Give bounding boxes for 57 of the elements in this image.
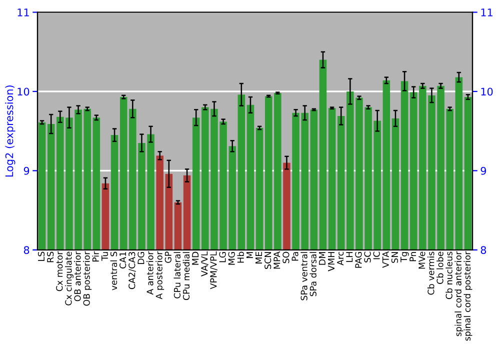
x-tick-label: CPu lateral xyxy=(174,252,181,298)
x-tick-label: RS xyxy=(47,252,54,262)
x-tick-label: GP xyxy=(164,252,172,263)
x-tick-label: Pa xyxy=(292,252,298,261)
x-tick-label: IC xyxy=(373,252,380,260)
y2-tick-label: 11 xyxy=(481,8,492,16)
x-tick-label: A posterior xyxy=(156,251,164,300)
x-tick-label: spinal cord anterior xyxy=(454,251,464,336)
x-tick-label: VTA xyxy=(382,251,389,268)
y-axis-title: Log2 (expression) xyxy=(5,86,16,176)
x-tick-label: OB posterior xyxy=(83,251,92,306)
x-tick-label: Pn xyxy=(410,252,416,262)
x-tick-label: SCN xyxy=(264,252,272,269)
x-tick-label: DM xyxy=(319,252,326,265)
x-tick-label: ventral S xyxy=(110,252,118,290)
x-tick-label: Cb vermis xyxy=(427,252,434,295)
x-tick-label: CA2/CA3 xyxy=(128,252,136,290)
x-tick-label: spinal cord posterior xyxy=(464,251,472,341)
x-tick-label: SN xyxy=(391,252,398,263)
x-tick-label: MG xyxy=(228,252,235,265)
x-tick-label: VA/VL xyxy=(201,251,208,276)
x-tick-label: SO xyxy=(282,252,290,264)
x-tick-label: Tu xyxy=(102,252,108,261)
x-tick-label: CA1 xyxy=(120,252,126,268)
x-tick-label: VMH xyxy=(328,252,334,272)
x-tick-label: PAG xyxy=(355,252,362,268)
x-tick-label: MVe xyxy=(418,252,426,269)
x-tick-label: SPa ventral xyxy=(300,252,308,300)
x-tick-label: MD xyxy=(192,252,199,265)
x-tick-label: SC xyxy=(364,252,371,262)
x-tick-label: A anterior xyxy=(146,251,154,295)
x-tick-label: CPu medial xyxy=(182,252,190,300)
x-tick-label: M xyxy=(246,252,253,258)
y2-tick-label: 9 xyxy=(480,166,486,175)
x-tick-label: VPM/VPL xyxy=(210,251,218,290)
x-tick-label: ME xyxy=(256,252,262,264)
x-tick-label: LH xyxy=(346,252,353,262)
x-tick-label: Pir xyxy=(92,251,99,262)
x-tick-label: SPa dorsal xyxy=(310,252,316,296)
x-tick-label: DG xyxy=(138,252,144,264)
x-tick-label: LS xyxy=(38,252,45,261)
x-tick-label: Cx motor xyxy=(56,251,63,292)
x-tick-label: Cb nucleus xyxy=(446,252,452,300)
x-tick-label: Tg xyxy=(400,252,409,262)
x-tick-label: MPA xyxy=(274,251,280,269)
y-tick-label: 11 xyxy=(18,8,29,16)
x-tick-label: Arc xyxy=(337,252,344,266)
x-tick-label: OB anterior xyxy=(74,251,81,302)
x-tick-label: Hb xyxy=(237,252,244,263)
x-tick-label: Cb lobe xyxy=(436,252,444,284)
y-tick-label: 9 xyxy=(24,166,30,175)
y2-tick-label: 10 xyxy=(481,88,493,96)
y-tick-label: 10 xyxy=(18,88,30,96)
x-tick-label: Cx cingulate xyxy=(64,252,74,306)
y2-tick-label: 8 xyxy=(480,246,486,254)
x-tick-label: LG xyxy=(219,252,226,262)
y-tick-label: 8 xyxy=(24,246,30,254)
